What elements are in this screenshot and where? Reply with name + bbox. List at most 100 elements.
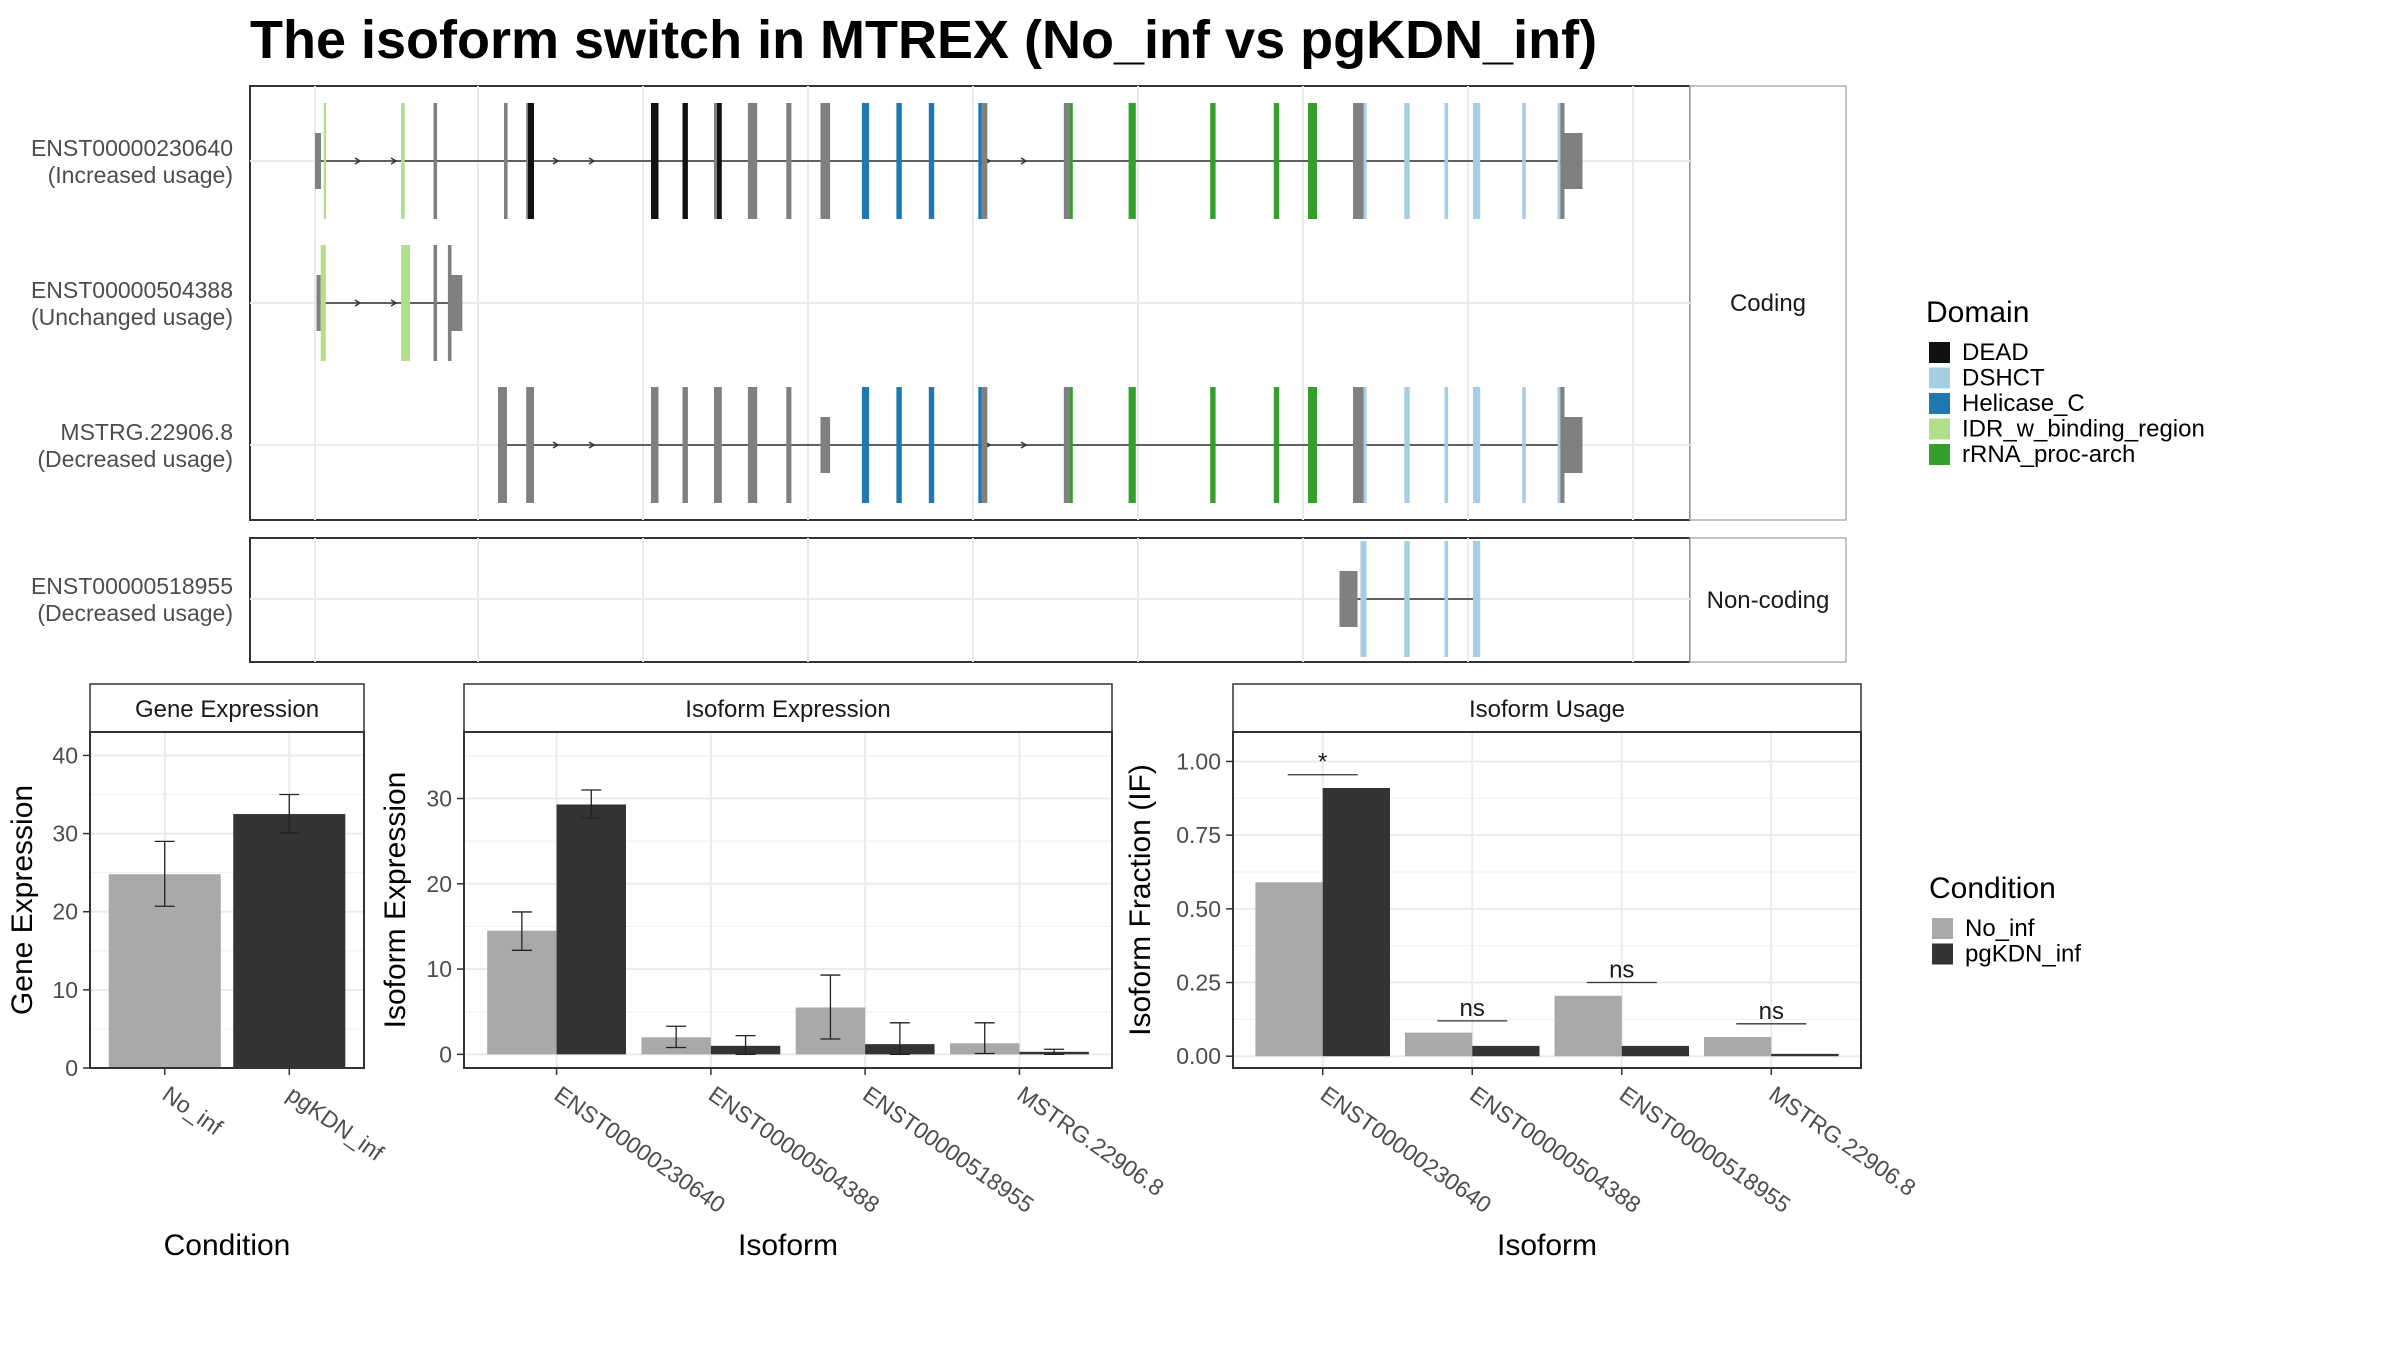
exon-none (820, 103, 831, 219)
exon-none (526, 103, 529, 219)
domain-legend-key (1929, 418, 1950, 440)
condition-legend-key (1932, 918, 1953, 939)
exon-Helicase_C (896, 387, 902, 503)
exon-DSHCT (1473, 103, 1481, 219)
exon-rRNA_proc-arch (1069, 103, 1073, 219)
exon-rRNA_proc-arch (1273, 387, 1280, 503)
x-tick-label: pgKDN_inf (282, 1081, 389, 1166)
x-tick-label: MSTRG.22906.8 (1013, 1081, 1169, 1201)
y-tick-label: 20 (426, 871, 452, 897)
isoform-row (315, 103, 1583, 219)
bar (1322, 788, 1390, 1057)
bar-chart: Gene Expression 0 10 20 30 40 No_inf pgKDN_inf C… (6, 683, 389, 1262)
exon-none (1353, 103, 1364, 219)
exon-none (526, 387, 534, 503)
exon-DSHCT (1444, 387, 1449, 503)
exon-none (433, 245, 438, 361)
exon-none (714, 103, 717, 219)
domain-legend-label: IDR_w_binding_region (1962, 416, 2205, 443)
y-tick-label: 0.50 (1176, 896, 1221, 922)
y-axis-title: Isoform Fraction (IF) (1124, 764, 1157, 1036)
exon-IDR_w_binding_region (323, 103, 327, 219)
y-tick-label: 10 (52, 977, 78, 1003)
panel-title: Gene Expression (135, 696, 319, 723)
y-tick-label: 0 (439, 1041, 452, 1067)
condition-legend-label: No_inf (1965, 915, 2035, 942)
exon-DSHCT (1522, 103, 1526, 219)
direction-arrow (390, 299, 398, 307)
exon-none (1564, 133, 1583, 189)
y-tick-label: 30 (426, 786, 452, 812)
bar-chart: Isoform Expression 0 10 20 30 ENST00000230640… (379, 683, 1169, 1262)
bar (1621, 1045, 1690, 1057)
isoform-row (316, 245, 463, 361)
exon-Helicase_C (928, 387, 935, 503)
exon-none (498, 387, 507, 503)
isoform-label: MSTRG.22906.8 (60, 419, 233, 445)
exon-DSHCT (1522, 387, 1526, 503)
exon-none (747, 387, 758, 503)
condition-legend-label: pgKDN_inf (1965, 941, 2081, 968)
exon-IDR_w_binding_region (401, 103, 405, 219)
exon-DSHCT (1557, 387, 1561, 503)
panel-title: Isoform Expression (685, 696, 890, 723)
exon-rRNA_proc-arch (1210, 103, 1216, 219)
noncoding-strip-label: Non-coding (1707, 587, 1830, 614)
bar (1255, 882, 1323, 1057)
bar (556, 804, 626, 1055)
direction-arrow (390, 157, 398, 165)
panel-title: Isoform Usage (1469, 696, 1625, 723)
exon-rRNA_proc-arch (1128, 103, 1136, 219)
domain-legend-label: rRNA_proc-arch (1962, 441, 2135, 468)
direction-arrow (588, 157, 596, 165)
domain-legend-key (1929, 342, 1950, 363)
exon-rRNA_proc-arch (1308, 387, 1317, 503)
exon-none (786, 103, 792, 219)
exon-Helicase_C (861, 387, 870, 503)
plot-border (89, 731, 365, 1069)
direction-arrow (1020, 157, 1028, 165)
direction-arrow (354, 157, 362, 165)
domain-legend-key (1929, 444, 1950, 465)
chart-title: The isoform switch in MTREX (No_inf vs p… (250, 10, 1597, 70)
exon-none (447, 245, 452, 361)
exon-rRNA_proc-arch (1273, 103, 1280, 219)
x-axis-title: Condition (164, 1229, 291, 1262)
x-tick-label: No_inf (158, 1081, 228, 1141)
plot-border (1232, 731, 1862, 1069)
significance-label: ns (1609, 957, 1634, 984)
domain-legend-title: Domain (1926, 296, 2029, 329)
exon-DSHCT (1404, 387, 1410, 503)
exon-DSHCT (1473, 541, 1481, 657)
exon-none (981, 103, 988, 219)
exon-IDR_w_binding_region (320, 245, 326, 361)
exon-Helicase_C (978, 103, 982, 219)
y-tick-label: 1.00 (1176, 748, 1221, 774)
isoform-label: ENST00000504388 (31, 277, 233, 303)
direction-arrow (588, 441, 596, 449)
y-tick-label: 0.75 (1176, 822, 1221, 848)
isoform-usage-label: (Decreased usage) (37, 600, 233, 626)
exon-rRNA_proc-arch (1210, 387, 1216, 503)
domain-legend-label: Helicase_C (1962, 390, 2085, 417)
direction-arrow (1020, 441, 1028, 449)
exon-rRNA_proc-arch (1308, 103, 1317, 219)
exon-DSHCT (1444, 103, 1449, 219)
bar (487, 930, 557, 1055)
exon-Helicase_C (896, 103, 902, 219)
exon-none (451, 275, 463, 331)
y-tick-label: 40 (52, 742, 78, 768)
isoform-usage-label: (Increased usage) (48, 162, 233, 188)
significance-label: ns (1759, 998, 1784, 1025)
condition-legend-title: Condition (1929, 872, 2056, 905)
y-axis-title: Gene Expression (6, 785, 39, 1015)
exon-none (1063, 387, 1070, 503)
x-axis-title: Isoform (1497, 1229, 1597, 1262)
exon-none (1560, 387, 1565, 503)
isoform-usage-label: (Decreased usage) (37, 446, 233, 472)
exon-none (747, 103, 758, 219)
y-tick-label: 0 (65, 1055, 78, 1081)
exon-rRNA_proc-arch (1069, 387, 1073, 503)
isoform-row (498, 387, 1583, 503)
